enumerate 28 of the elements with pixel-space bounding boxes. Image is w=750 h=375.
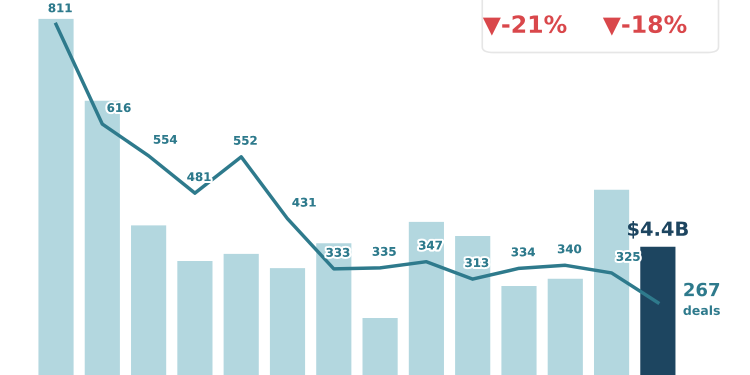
data-label: 267 <box>684 282 720 296</box>
data-label: 347 <box>419 240 442 250</box>
data-label: 811 <box>48 3 72 12</box>
data-label: 481 <box>187 172 211 182</box>
bar <box>408 222 444 375</box>
data-label: 333 <box>326 248 350 257</box>
data-label: 313 <box>465 258 488 268</box>
bar <box>38 18 74 375</box>
data-label: 335 <box>372 246 396 256</box>
bar <box>548 278 583 375</box>
data-label: 554 <box>154 135 178 144</box>
data-label: 334 <box>512 247 535 256</box>
data-label: 431 <box>292 198 316 207</box>
bar <box>362 318 398 375</box>
bar <box>316 243 352 375</box>
bar <box>224 254 259 375</box>
annotation: ▼-18% <box>602 15 686 36</box>
bar <box>455 236 490 375</box>
text: deals <box>683 305 720 316</box>
annotation: $4.4B <box>628 220 688 239</box>
bar <box>131 225 166 375</box>
bar <box>640 246 676 375</box>
bar <box>501 286 537 375</box>
data-label: 340 <box>558 244 582 254</box>
bar <box>177 261 212 375</box>
annotation: ▼-21% <box>482 15 566 36</box>
bar <box>270 268 306 375</box>
data-label: 552 <box>234 136 257 145</box>
